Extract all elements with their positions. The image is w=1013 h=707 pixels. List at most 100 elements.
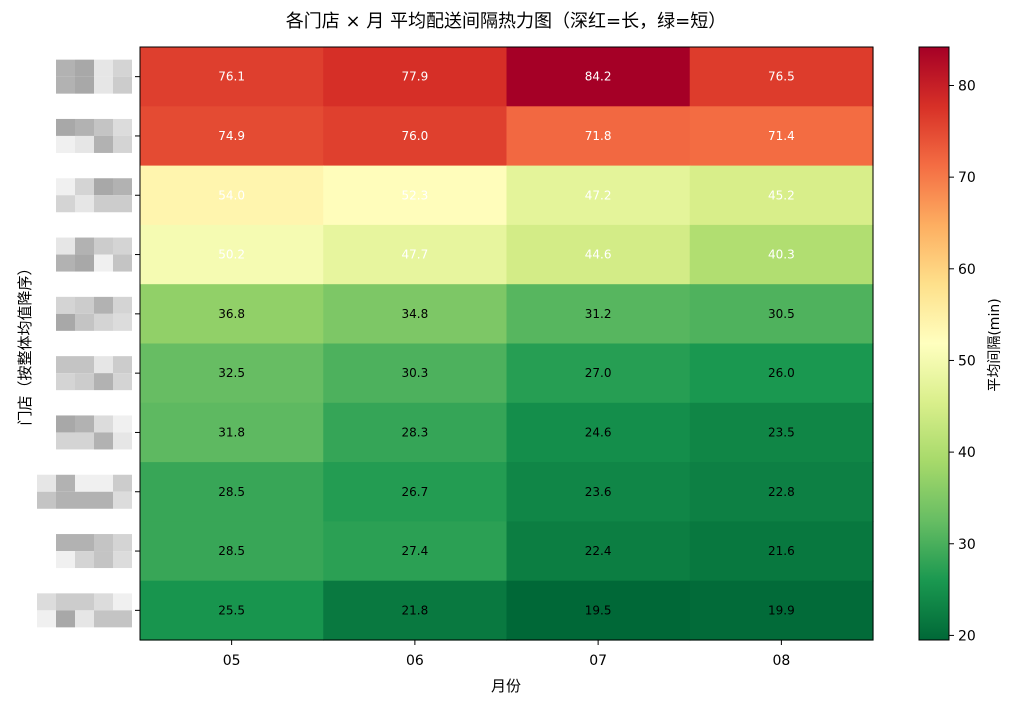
redaction-block xyxy=(75,356,94,374)
x-axis-ticks: 05 06 07 08 xyxy=(223,640,790,669)
cell-value-label: 31.8 xyxy=(218,425,245,439)
cell-value-label: 23.5 xyxy=(768,425,795,439)
heatmap-cell xyxy=(506,284,691,345)
cell-value-label: 31.2 xyxy=(585,307,612,321)
heatmap-cell xyxy=(323,462,508,522)
heatmap-cell xyxy=(506,521,691,582)
redaction-block xyxy=(37,474,56,492)
redaction-block xyxy=(75,59,94,77)
cell-value-label: 47.7 xyxy=(402,248,429,262)
cell-value-label: 76.5 xyxy=(768,70,795,84)
colorbar xyxy=(918,46,950,641)
cell-value-label: 25.5 xyxy=(218,603,245,617)
x-tick-label: 05 xyxy=(223,653,241,669)
heatmap-cell xyxy=(689,165,874,226)
redaction-block xyxy=(56,118,75,136)
cell-value-label: 26.0 xyxy=(768,366,795,380)
cell-value-label: 21.8 xyxy=(402,603,429,617)
redaction-block xyxy=(56,296,75,314)
heatmap-cell xyxy=(323,284,508,345)
redaction-block xyxy=(75,491,94,509)
redaction-block xyxy=(56,373,75,391)
heatmap-cell xyxy=(689,47,874,107)
redaction-block xyxy=(113,178,132,196)
cell-value-label: 54.0 xyxy=(218,188,245,202)
cell-value-label: 50.2 xyxy=(218,248,245,262)
heatmap-cell xyxy=(689,284,874,345)
cell-value-label: 21.6 xyxy=(768,544,795,558)
y-tick-label-redacted xyxy=(56,237,132,272)
cell-value-label: 32.5 xyxy=(218,366,245,380)
heatmap-cell xyxy=(140,580,324,641)
redaction-block xyxy=(94,254,113,272)
redaction-block xyxy=(37,491,56,509)
redaction-block xyxy=(94,593,113,611)
cell-value-label: 34.8 xyxy=(402,307,429,321)
redaction-block xyxy=(113,59,132,77)
redaction-block xyxy=(113,135,132,153)
redaction-block xyxy=(94,237,113,255)
redaction-block xyxy=(56,76,75,94)
redaction-block xyxy=(75,76,94,94)
heatmap-cell xyxy=(140,402,324,463)
redaction-block xyxy=(75,178,94,196)
redaction-block xyxy=(113,491,132,509)
cell-value-label: 74.9 xyxy=(218,129,245,143)
heatmap-cell xyxy=(140,343,324,404)
redaction-block xyxy=(113,551,132,569)
redaction-block xyxy=(94,59,113,77)
cell-value-label: 30.3 xyxy=(402,366,429,380)
colorbar-tick-label: 40 xyxy=(958,445,976,461)
cell-value-label: 71.8 xyxy=(585,129,612,143)
redaction-block xyxy=(56,356,75,374)
cell-value-label: 44.6 xyxy=(585,248,612,262)
heatmap-cell xyxy=(689,402,874,463)
redaction-block xyxy=(75,373,94,391)
y-axis-label: 门店（按整体均值降序） xyxy=(16,260,34,425)
redaction-block xyxy=(75,551,94,569)
cell-value-label: 22.8 xyxy=(768,485,795,499)
cell-value-label: 47.2 xyxy=(585,188,612,202)
heatmap-cell xyxy=(140,462,324,522)
redaction-block xyxy=(113,432,132,450)
y-tick-label-redacted xyxy=(56,534,132,569)
x-tick-label: 08 xyxy=(772,653,790,669)
redaction-block xyxy=(94,373,113,391)
redaction-block xyxy=(56,313,75,331)
heatmap-cell xyxy=(323,106,508,167)
redaction-block xyxy=(94,356,113,374)
redaction-block xyxy=(75,195,94,213)
colorbar-tick-label: 60 xyxy=(958,262,976,278)
redaction-block xyxy=(56,195,75,213)
cell-value-label: 24.6 xyxy=(585,425,612,439)
plot-frame xyxy=(139,46,874,641)
heatmap-cell xyxy=(140,47,324,107)
cell-value-label: 27.0 xyxy=(585,366,612,380)
heatmap-cell xyxy=(140,224,324,285)
heatmap-cell xyxy=(506,47,691,107)
cell-value-label: 28.3 xyxy=(402,425,429,439)
heatmap-cell xyxy=(323,402,508,463)
redaction-block xyxy=(56,474,75,492)
cell-value-label: 28.5 xyxy=(218,544,245,558)
redaction-block xyxy=(56,59,75,77)
heatmap-cell xyxy=(323,224,508,285)
heatmap-cell xyxy=(506,580,691,641)
redaction-block xyxy=(113,534,132,552)
redaction-block xyxy=(56,178,75,196)
colorbar-tick-label: 80 xyxy=(958,78,976,94)
heatmap-cell xyxy=(689,462,874,522)
cell-value-label: 36.8 xyxy=(218,307,245,321)
y-tick-label-redacted xyxy=(37,474,132,509)
redaction-block xyxy=(94,178,113,196)
heatmap-cell xyxy=(689,521,874,582)
heatmap-cell xyxy=(689,580,874,641)
redaction-block xyxy=(56,551,75,569)
redaction-block xyxy=(56,534,75,552)
heatmap-cell xyxy=(506,343,691,404)
heatmap-cell xyxy=(506,106,691,167)
redaction-block xyxy=(113,356,132,374)
redaction-block xyxy=(94,118,113,136)
